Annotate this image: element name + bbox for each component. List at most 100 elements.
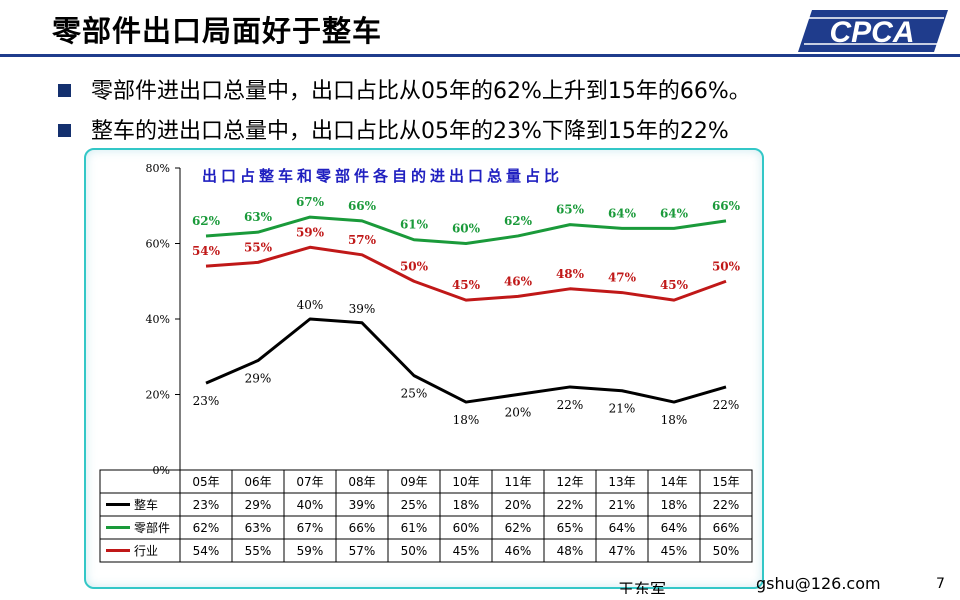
data-table-cell: 39% (349, 498, 376, 512)
square-bullet-icon (58, 123, 71, 137)
slide-title: 零部件出口局面好于整车 (52, 14, 383, 48)
data-table-cell: 20% (505, 498, 532, 512)
chart-title: 出口占整车和零部件各自的进出口总量占比 (202, 167, 563, 185)
legend-label: 整车 (134, 497, 158, 512)
data-table-cell: 62% (193, 521, 220, 535)
y-tick-label: 80% (146, 162, 170, 175)
x-category-label: 07年 (296, 475, 323, 489)
data-table-cell: 48% (557, 544, 584, 558)
data-label: 45% (452, 278, 481, 292)
square-bullet-icon (58, 83, 71, 97)
data-label: 29% (245, 372, 272, 386)
y-tick-label: 60% (146, 238, 170, 251)
data-label: 64% (660, 206, 689, 220)
data-label: 20% (505, 406, 532, 420)
data-table-cell: 63% (245, 521, 272, 535)
data-table-cell: 47% (609, 544, 636, 558)
data-label: 50% (400, 259, 429, 273)
x-category-label: 08年 (348, 475, 375, 489)
x-category-label: 12年 (556, 475, 583, 489)
data-table-cell: 57% (349, 544, 376, 558)
x-category-label: 14年 (660, 475, 687, 489)
data-table-cell: 66% (713, 521, 740, 535)
data-table-cell: 60% (453, 521, 480, 535)
y-tick-label: 40% (146, 313, 170, 326)
data-label: 65% (556, 203, 585, 217)
cpca-logo: CPCA (798, 10, 948, 52)
x-category-label: 13年 (608, 475, 635, 489)
x-category-label: 11年 (504, 475, 531, 489)
series-line-2 (205, 245, 727, 302)
legend-label: 零部件 (134, 520, 170, 535)
footer-email: gshu@126.com (756, 574, 881, 593)
data-label: 22% (557, 398, 584, 412)
x-category-label: 09年 (400, 475, 427, 489)
data-label: 46% (504, 274, 533, 288)
x-category-label: 06年 (244, 475, 271, 489)
data-label: 23% (193, 394, 220, 408)
data-table-cell: 22% (713, 498, 740, 512)
data-label: 39% (349, 302, 376, 316)
bullet-text: 零部件进出口总量中，出口占比从05年的62%上升到15年的66%。 (91, 79, 751, 104)
data-table-cell: 62% (505, 521, 532, 535)
data-label: 47% (608, 271, 637, 285)
data-label: 50% (712, 259, 741, 273)
data-label: 22% (713, 398, 740, 412)
data-table-cell: 54% (193, 544, 220, 558)
data-table-cell: 67% (297, 521, 324, 535)
data-table-cell: 18% (453, 498, 480, 512)
chart-panel: 出口占整车和零部件各自的进出口总量占比 0% 20% 40% 60% 80% 05年 06年 0… (84, 148, 764, 589)
series-line-1 (205, 215, 727, 245)
data-table-cell: 23% (193, 498, 220, 512)
data-table-cell: 61% (401, 521, 428, 535)
data-label: 66% (348, 199, 377, 213)
data-label: 61% (400, 218, 429, 232)
x-category-label: 10年 (452, 475, 479, 489)
data-label: 18% (661, 413, 688, 427)
footer-author: 王东军 (618, 580, 667, 594)
data-table-cell: 66% (349, 521, 376, 535)
data-label: 18% (453, 413, 480, 427)
data-label: 55% (244, 240, 273, 254)
data-table-cell: 40% (297, 498, 324, 512)
data-table-cell: 64% (661, 521, 688, 535)
series-line-0 (205, 317, 727, 404)
data-label: 62% (504, 214, 533, 228)
x-category-label: 15年 (712, 475, 739, 489)
data-label: 59% (296, 225, 325, 239)
page-number: 7 (936, 576, 945, 592)
data-label: 64% (608, 206, 637, 220)
data-table-cell: 65% (557, 521, 584, 535)
bullet-item: 零部件进出口总量中，出口占比从05年的62%上升到15年的66%。 (58, 73, 751, 105)
data-label: 62% (192, 214, 221, 228)
data-table-cell: 25% (401, 498, 428, 512)
data-label: 45% (660, 278, 689, 292)
data-label: 40% (297, 298, 324, 312)
y-tick-label: 20% (146, 389, 170, 402)
data-label: 48% (556, 267, 585, 281)
logo-text: CPCA (829, 16, 914, 49)
data-table-cell: 45% (453, 544, 480, 558)
data-table-cell: 29% (245, 498, 272, 512)
x-category-label: 05年 (192, 475, 219, 489)
data-label: 54% (192, 244, 221, 258)
data-table-cell: 64% (609, 521, 636, 535)
title-rule (0, 54, 960, 57)
data-table-cell: 50% (401, 544, 428, 558)
data-label: 63% (244, 210, 273, 224)
data-label: 25% (401, 387, 428, 401)
data-label: 57% (348, 233, 377, 247)
data-table-cell: 45% (661, 544, 688, 558)
bullet-text: 整车的进出口总量中，出口占比从05年的23%下降到15年的22% (91, 119, 729, 144)
data-table-cell: 46% (505, 544, 532, 558)
data-table-cell: 22% (557, 498, 584, 512)
data-table-cell: 18% (661, 498, 688, 512)
data-table-cell: 21% (609, 498, 636, 512)
legend-label: 行业 (134, 544, 158, 558)
data-table-cell: 59% (297, 544, 324, 558)
data-table-cell: 50% (713, 544, 740, 558)
data-label: 67% (296, 195, 325, 209)
data-label: 60% (452, 222, 481, 236)
bullet-item: 整车的进出口总量中，出口占比从05年的23%下降到15年的22% (58, 113, 729, 145)
